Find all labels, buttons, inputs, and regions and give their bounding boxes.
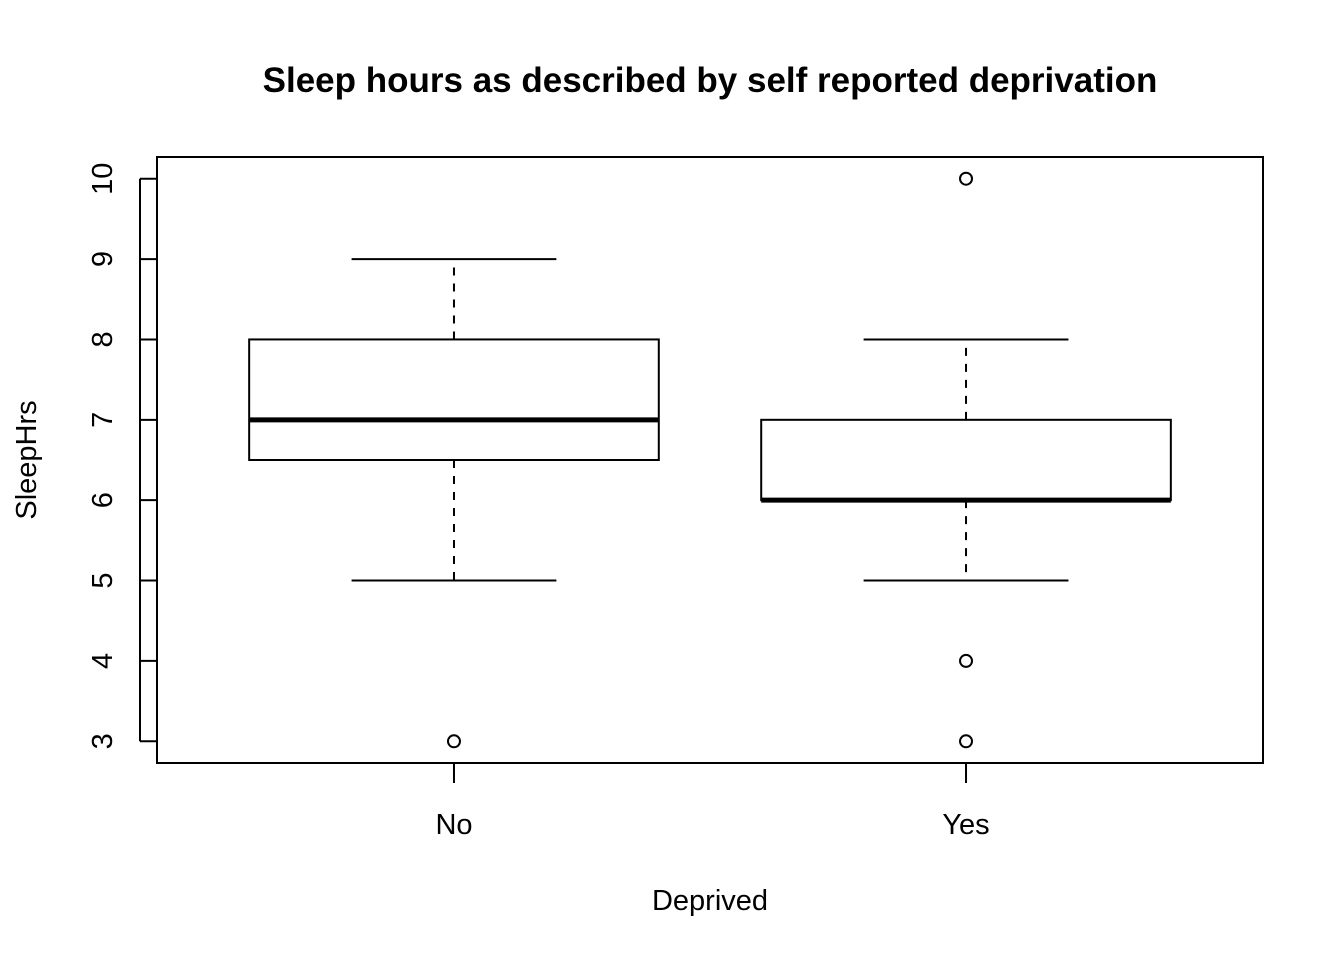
y-axis: 3 4 5 6 7 8 9 10: [87, 163, 157, 749]
y-tick-label: 5: [87, 572, 119, 588]
box-iqr: [248, 338, 660, 461]
y-tick-label: 6: [87, 492, 119, 508]
plot-frame: [156, 156, 1264, 764]
x-tick-label: No: [435, 809, 472, 841]
x-axis: No Yes: [435, 763, 990, 841]
box-group-no: [248, 258, 660, 749]
outlier-point: [959, 171, 974, 186]
y-tick-label: 7: [87, 412, 119, 428]
x-tick-label: Yes: [942, 809, 989, 841]
x-axis-label: Deprived: [652, 885, 768, 917]
outlier-point: [446, 734, 461, 749]
y-axis-label: SleepHrs: [11, 400, 43, 519]
outlier-point: [959, 653, 974, 668]
box-group-yes: [760, 171, 1172, 749]
chart-title: Sleep hours as described by self reporte…: [263, 61, 1158, 100]
boxes: [248, 171, 1172, 749]
y-tick-label: 4: [87, 653, 119, 669]
y-tick-label: 8: [87, 331, 119, 347]
y-tick-label: 10: [87, 163, 119, 195]
y-tick-label: 3: [87, 733, 119, 749]
y-tick-label: 9: [87, 251, 119, 267]
box-iqr: [760, 418, 1172, 502]
outlier-point: [959, 734, 974, 749]
